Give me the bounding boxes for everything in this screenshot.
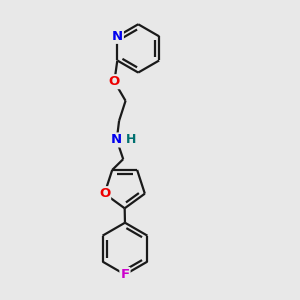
Text: F: F bbox=[120, 268, 130, 281]
Text: N: N bbox=[112, 30, 123, 43]
Text: O: O bbox=[99, 187, 110, 200]
Text: H: H bbox=[126, 133, 136, 146]
Text: O: O bbox=[109, 75, 120, 88]
Text: N: N bbox=[111, 134, 122, 146]
